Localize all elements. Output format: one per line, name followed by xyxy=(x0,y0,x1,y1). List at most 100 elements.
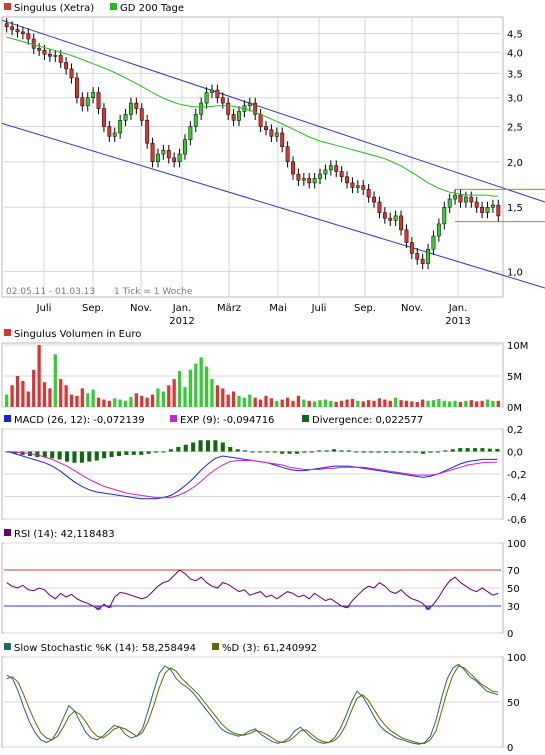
candle-body xyxy=(415,253,420,260)
divergence-bars xyxy=(5,440,500,463)
volume-bar xyxy=(415,402,419,407)
volume-bar xyxy=(334,402,338,407)
volume-bar xyxy=(161,391,165,407)
volume-bar xyxy=(480,400,484,407)
divergence-bar xyxy=(324,450,329,452)
macd-y-tick-label: -0,4 xyxy=(507,493,527,504)
price-x-tick-label: Mai xyxy=(269,303,287,314)
price-legend-swatch xyxy=(4,3,11,10)
rsi-legend-label: RSI (14): 42,118483 xyxy=(14,529,115,540)
divergence-bar xyxy=(72,451,77,463)
volume-bar xyxy=(177,371,182,407)
rsi-y-tick-label: 0 xyxy=(507,629,513,640)
volume-bar xyxy=(145,397,149,407)
candle-body xyxy=(204,92,209,104)
volume-bar xyxy=(475,401,479,407)
candle-body xyxy=(183,139,187,155)
volume-bar xyxy=(210,379,214,407)
stoch-k-legend-label: Slow Stochastic %K (14): 58,258494 xyxy=(14,643,196,654)
candle-body xyxy=(237,111,241,121)
candle-body xyxy=(226,102,231,115)
divergence-bar xyxy=(243,450,248,452)
volume-bar xyxy=(388,400,392,407)
volume-bar xyxy=(345,399,349,407)
divergence-bar xyxy=(302,451,307,453)
candle-body xyxy=(339,171,344,177)
candle-body xyxy=(96,92,101,109)
volume-bar xyxy=(226,394,230,407)
divergence-bar xyxy=(346,450,351,452)
stoch-d-legend-label: %D (3): 61,240992 xyxy=(222,643,317,654)
candle-body xyxy=(31,38,36,49)
volume-y-tick-label: 0M xyxy=(507,403,522,414)
volume-bar xyxy=(296,395,301,407)
candle-body xyxy=(253,102,258,115)
volume-bar xyxy=(248,394,252,407)
volume-bar xyxy=(26,391,30,407)
candle-body xyxy=(188,126,193,140)
price-y-tick-label: 3,5 xyxy=(507,69,523,80)
divergence-bar xyxy=(79,451,84,463)
volume-bar xyxy=(237,395,241,407)
candle-body xyxy=(134,102,139,109)
trend-channel xyxy=(1,19,545,289)
volume-bar xyxy=(75,395,79,407)
candle-body xyxy=(291,161,295,175)
volume-bar xyxy=(123,400,128,407)
volume-bar xyxy=(361,401,365,407)
divergence-bar xyxy=(421,451,426,454)
divergence-bar xyxy=(198,440,203,452)
stoch-y-tick-label: 100 xyxy=(507,653,526,664)
candle-body xyxy=(377,201,382,213)
candle-body xyxy=(112,132,117,137)
divergence-bar xyxy=(94,451,99,461)
divergence-bar xyxy=(20,451,25,455)
candle-body xyxy=(47,53,52,57)
divergence-bar xyxy=(280,451,285,454)
volume-bar xyxy=(453,400,457,407)
volume-bar xyxy=(96,397,101,407)
volume-bar xyxy=(91,389,95,407)
candle-body xyxy=(53,55,58,57)
divergence-bar xyxy=(220,442,225,452)
divergence-bar xyxy=(450,449,455,452)
rsi-line xyxy=(6,569,499,611)
volume-bars xyxy=(5,345,500,407)
volume-bar xyxy=(496,400,500,407)
volume-bar xyxy=(204,366,209,407)
divergence-bar xyxy=(465,448,470,452)
candle-body xyxy=(426,248,430,264)
candle-body xyxy=(388,217,393,221)
candle-body xyxy=(69,68,74,79)
volume-bar xyxy=(491,400,495,407)
exp-legend-swatch xyxy=(170,415,177,422)
divergence-bar xyxy=(472,448,478,452)
candle-body xyxy=(404,229,409,243)
divergence-bar xyxy=(161,451,166,453)
year-label-2013: 2013 xyxy=(445,316,470,327)
volume-bar xyxy=(421,399,425,407)
candle-body xyxy=(366,189,371,198)
volume-bar xyxy=(102,399,106,407)
divergence-bar xyxy=(458,448,463,452)
candle-body xyxy=(161,150,166,155)
price-x-tick-label: Juli xyxy=(311,303,327,314)
candle-body xyxy=(107,126,112,137)
candle-body xyxy=(42,50,47,55)
candle-body xyxy=(485,206,490,213)
candle-body xyxy=(490,204,495,208)
rsi-oversold-segment xyxy=(95,606,102,610)
price-y-tick-label: 4,5 xyxy=(507,30,523,41)
candle-body xyxy=(166,150,171,159)
divergence-bar xyxy=(294,451,300,454)
volume-bar xyxy=(194,363,198,407)
rsi-legend-swatch xyxy=(4,529,11,536)
divergence-bar xyxy=(406,451,411,453)
candle-body xyxy=(37,48,42,51)
price-x-tick-label: Nov. xyxy=(401,303,423,314)
rsi-y-tick-label: 30 xyxy=(507,602,520,613)
volume-bar xyxy=(113,398,117,407)
volume-title: Singulus Volumen in Euro xyxy=(14,329,141,340)
candle-body xyxy=(458,194,463,203)
divergence-bar xyxy=(109,451,114,458)
